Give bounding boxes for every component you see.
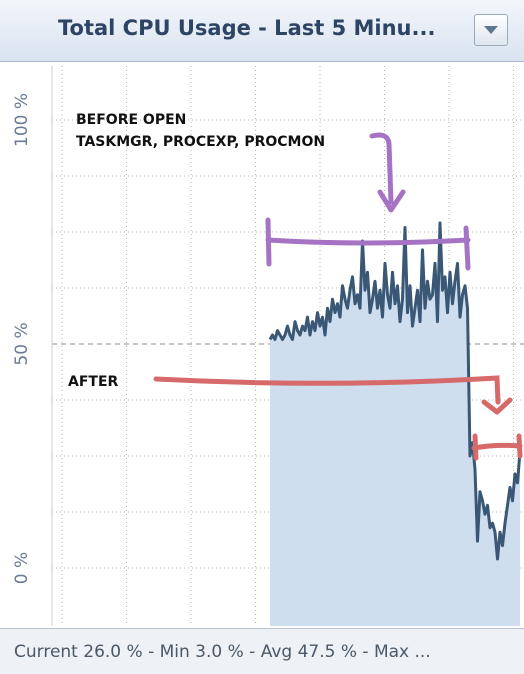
annotation-before-text: BEFORE OPEN bbox=[76, 112, 186, 128]
status-bar: Current 26.0 % - Min 3.0 % - Avg 47.5 % … bbox=[0, 628, 524, 674]
annotation-bracket-red-right bbox=[516, 433, 523, 459]
annotation-bracket-purple-left bbox=[265, 217, 272, 267]
annotation-bracket-purple-right bbox=[463, 225, 471, 271]
series-area bbox=[270, 223, 520, 626]
chart-menu-button[interactable] bbox=[474, 14, 508, 46]
chevron-down-icon bbox=[484, 26, 498, 34]
annotation-bracket-red-left bbox=[472, 433, 479, 461]
annotation-before-text: TASKMGR, PROCEXP, PROCMON bbox=[76, 134, 325, 150]
chart-header: Total CPU Usage - Last 5 Minu... bbox=[0, 0, 524, 62]
chart-title: Total CPU Usage - Last 5 Minu... bbox=[58, 16, 436, 40]
cpu-chart-svg: 0 % 50 % 100 % BEFORE OPEN TASKMGR, PROCEXP… bbox=[12, 66, 524, 626]
annotation-arrow-purple bbox=[369, 132, 394, 205]
annotation-bracket-purple bbox=[265, 237, 471, 246]
series-line bbox=[268, 221, 522, 561]
y-tick-label: 0 % bbox=[12, 552, 32, 584]
annotation-bracket-red bbox=[471, 442, 523, 451]
annotation-arrow-red bbox=[153, 375, 501, 405]
annotation-arrowhead-purple bbox=[377, 189, 406, 213]
cpu-chart: 0 % 50 % 100 % BEFORE OPEN TASKMGR, PROCEXP… bbox=[0, 62, 524, 628]
annotation-after-text: AFTER bbox=[68, 374, 119, 390]
annotation-arrowhead-red bbox=[481, 397, 513, 415]
y-tick-label: 50 % bbox=[12, 322, 32, 365]
y-tick-label: 100 % bbox=[12, 93, 32, 147]
cpu-stats-text: Current 26.0 % - Min 3.0 % - Avg 47.5 % … bbox=[14, 642, 431, 662]
